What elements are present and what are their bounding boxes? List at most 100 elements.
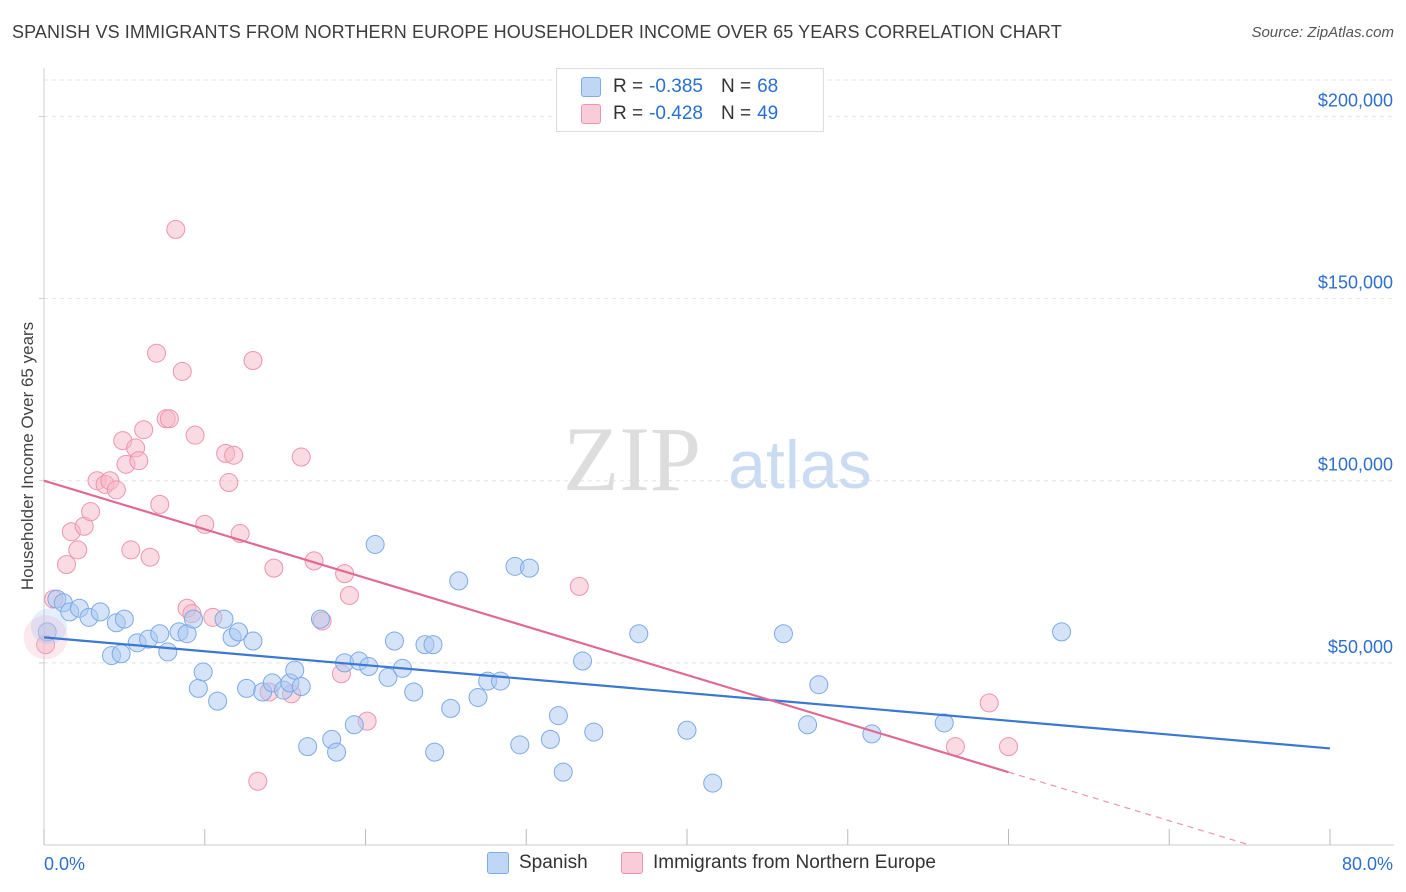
series-swatch-northern-europe bbox=[621, 852, 643, 874]
point-northern-europe bbox=[569, 576, 589, 596]
point-spanish bbox=[677, 720, 697, 740]
point-northern-europe bbox=[172, 361, 192, 381]
legend-n-label: N = bbox=[720, 76, 752, 97]
point-spanish bbox=[573, 651, 593, 671]
point-northern-europe bbox=[150, 494, 170, 514]
point-spanish bbox=[193, 662, 213, 682]
point-spanish bbox=[214, 609, 234, 629]
point-spanish bbox=[114, 609, 134, 629]
point-spanish bbox=[703, 773, 723, 793]
point-northern-europe bbox=[185, 425, 205, 445]
point-spanish bbox=[150, 624, 170, 644]
point-spanish bbox=[285, 660, 305, 680]
point-spanish bbox=[449, 571, 469, 591]
point-spanish bbox=[584, 722, 604, 742]
point-northern-europe bbox=[999, 737, 1018, 757]
point-spanish bbox=[773, 624, 793, 644]
series-legend: Spanish Immigrants from Northern Europe bbox=[0, 852, 1406, 878]
x-tick-label-min: 0.0% bbox=[44, 854, 85, 874]
point-northern-europe bbox=[166, 219, 186, 239]
point-spanish bbox=[188, 678, 208, 698]
point-northern-europe bbox=[304, 551, 324, 571]
y-axis-label: Householder Income Over 65 years bbox=[18, 322, 37, 590]
tick-labels: $50,000 $100,000 $150,000 $200,000 0.0% 80.0% bbox=[44, 90, 1393, 874]
point-spanish bbox=[510, 735, 530, 755]
point-spanish bbox=[468, 687, 488, 707]
y-tick-label: $50,000 bbox=[1328, 637, 1393, 657]
point-spanish bbox=[519, 558, 539, 578]
point-spanish bbox=[365, 534, 385, 554]
trend-lines bbox=[43, 479, 1331, 846]
legend-n-value-northern-europe: 49 bbox=[757, 103, 779, 124]
point-northern-europe bbox=[140, 547, 160, 567]
watermark-atlas: atlas bbox=[728, 427, 872, 503]
point-spanish bbox=[243, 631, 263, 651]
chart-title: SPANISH VS IMMIGRANTS FROM NORTHERN EURO… bbox=[12, 22, 1062, 42]
point-northern-europe bbox=[248, 771, 268, 791]
point-spanish bbox=[423, 635, 443, 655]
series-label-spanish: Spanish bbox=[519, 852, 588, 873]
point-northern-europe bbox=[243, 351, 263, 370]
point-northern-europe bbox=[147, 343, 167, 363]
point-northern-europe bbox=[159, 409, 179, 429]
trend-line-spanish bbox=[43, 636, 1331, 750]
point-northern-europe bbox=[106, 480, 126, 500]
point-spanish bbox=[425, 742, 445, 762]
point-spanish bbox=[441, 698, 461, 718]
point-cluster-spanish bbox=[30, 608, 67, 645]
legend-row-spanish: R = -0.385 N = 68 bbox=[581, 75, 778, 99]
watermark-zip: ZIP bbox=[563, 408, 701, 510]
correlation-legend: R = -0.385 N = 68 R = -0.428 N = 49 bbox=[556, 68, 824, 132]
legend-r-value-northern-europe: -0.428 bbox=[649, 103, 703, 124]
point-northern-europe bbox=[224, 445, 244, 465]
x-tick-label-max: 80.0% bbox=[1342, 854, 1393, 874]
series-legend-northern-europe[interactable]: Immigrants from Northern Europe bbox=[621, 852, 936, 874]
y-tick-label: $150,000 bbox=[1318, 273, 1393, 293]
point-spanish bbox=[344, 715, 364, 735]
point-spanish bbox=[491, 671, 511, 691]
point-northern-europe bbox=[81, 502, 101, 522]
point-northern-europe bbox=[121, 540, 141, 560]
legend-r-label: R = bbox=[613, 76, 644, 97]
point-northern-europe bbox=[339, 585, 359, 605]
point-spanish bbox=[809, 675, 829, 695]
point-spanish bbox=[310, 609, 330, 629]
point-spanish bbox=[90, 602, 110, 622]
point-spanish bbox=[229, 622, 249, 642]
point-spanish bbox=[629, 624, 649, 644]
trend-line-northern-europe bbox=[43, 479, 1009, 774]
point-spanish bbox=[934, 713, 954, 733]
point-northern-europe bbox=[57, 555, 77, 574]
y-tick-label: $200,000 bbox=[1318, 90, 1393, 110]
point-spanish bbox=[553, 762, 573, 782]
grid-lines bbox=[44, 79, 1394, 664]
legend-r-value-spanish: -0.385 bbox=[649, 76, 703, 97]
point-spanish bbox=[540, 729, 560, 749]
scatter-points bbox=[23, 219, 1072, 793]
series-label-northern-europe: Immigrants from Northern Europe bbox=[653, 852, 936, 873]
point-northern-europe bbox=[979, 693, 999, 713]
point-northern-europe bbox=[219, 473, 239, 493]
watermark: ZIP atlas bbox=[563, 408, 872, 510]
point-northern-europe bbox=[264, 558, 284, 578]
point-spanish bbox=[384, 631, 404, 651]
source-label: Source: ZipAtlas.com bbox=[1251, 24, 1394, 41]
legend-swatch-northern-europe bbox=[581, 104, 601, 124]
point-spanish bbox=[298, 737, 318, 757]
axes bbox=[39, 68, 1394, 846]
point-northern-europe bbox=[945, 737, 965, 757]
point-northern-europe bbox=[68, 540, 88, 560]
point-northern-europe bbox=[129, 451, 149, 471]
point-spanish bbox=[111, 644, 131, 664]
point-northern-europe bbox=[134, 420, 154, 440]
point-spanish bbox=[378, 667, 398, 687]
point-spanish bbox=[291, 677, 311, 697]
point-spanish bbox=[237, 678, 257, 698]
series-swatch-spanish bbox=[487, 852, 509, 874]
y-tick-label: $100,000 bbox=[1318, 455, 1393, 475]
point-spanish bbox=[208, 691, 228, 711]
legend-n-value-spanish: 68 bbox=[757, 76, 779, 97]
legend-r-label: R = bbox=[613, 103, 644, 124]
series-legend-spanish[interactable]: Spanish bbox=[487, 852, 588, 874]
